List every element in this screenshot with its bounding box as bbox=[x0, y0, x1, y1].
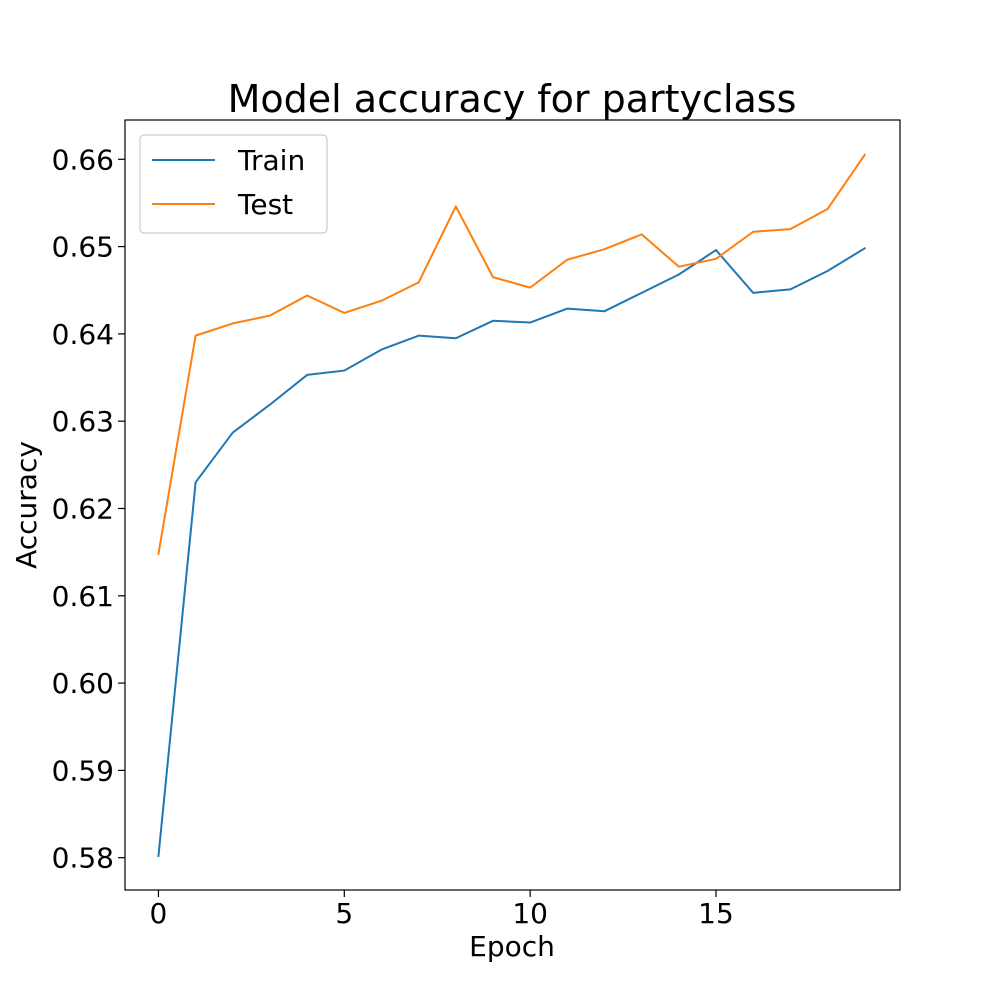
x-axis-title: Epoch bbox=[469, 930, 555, 963]
legend: Train Test bbox=[139, 134, 328, 234]
chart-title: Model accuracy for partyclass bbox=[228, 77, 797, 121]
x-tick-label: 5 bbox=[335, 897, 353, 930]
y-tick-label: 0.66 bbox=[52, 143, 114, 176]
x-tick-label: 0 bbox=[150, 897, 168, 930]
y-tick-label: 0.59 bbox=[52, 754, 114, 787]
series-line-test bbox=[157, 153, 867, 556]
plot-frame bbox=[124, 119, 901, 891]
y-tick-label: 0.58 bbox=[52, 842, 114, 875]
y-axis-ticks: 0.58 0.59 0.60 0.61 0.62 0.63 0.64 0.65 0.66 bbox=[52, 143, 125, 875]
y-tick-label: 0.61 bbox=[52, 580, 114, 613]
y-tick-label: 0.62 bbox=[52, 492, 114, 525]
x-axis-ticks: 0 5 10 15 bbox=[150, 890, 734, 930]
y-tick-label: 0.63 bbox=[52, 405, 114, 438]
legend-label-train: Train bbox=[237, 144, 305, 177]
series-layer bbox=[157, 153, 867, 858]
y-tick-label: 0.65 bbox=[52, 231, 114, 264]
x-tick-label: 15 bbox=[698, 897, 734, 930]
series-line-train bbox=[157, 246, 867, 858]
y-axis-title: Accuracy bbox=[10, 441, 43, 569]
legend-label-test: Test bbox=[237, 188, 293, 221]
x-tick-label: 10 bbox=[512, 897, 548, 930]
y-tick-label: 0.60 bbox=[52, 667, 114, 700]
y-tick-label: 0.64 bbox=[52, 318, 114, 351]
